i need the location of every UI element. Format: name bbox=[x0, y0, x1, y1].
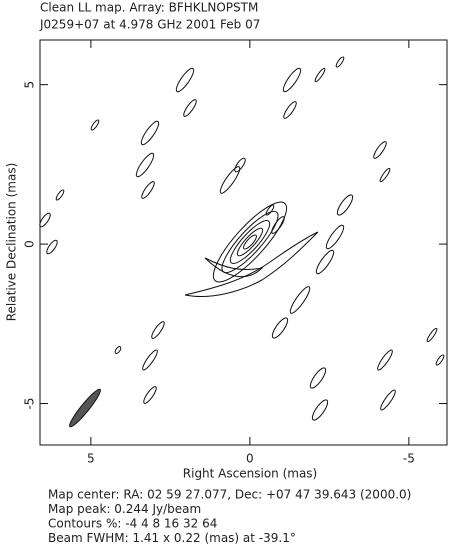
contour bbox=[380, 389, 396, 411]
contour bbox=[283, 101, 297, 119]
y-tick-label: 5 bbox=[23, 81, 37, 89]
contour bbox=[141, 181, 155, 199]
x-tick-label: 0 bbox=[246, 452, 254, 466]
y-axis-label: Relative Declination (mas) bbox=[5, 163, 19, 322]
contour bbox=[377, 349, 393, 371]
contour bbox=[271, 216, 285, 234]
chart-subtitle: J0259+07 at 4.978 GHz 2001 Feb 07 bbox=[39, 18, 260, 32]
contour bbox=[426, 327, 438, 343]
contour bbox=[325, 224, 345, 250]
contour bbox=[379, 167, 391, 183]
contour bbox=[234, 157, 246, 173]
contour-map bbox=[39, 56, 445, 428]
map-note: Contours %: -4 4 8 16 32 64 bbox=[48, 517, 217, 531]
contour bbox=[142, 349, 158, 371]
x-tick-label: 5 bbox=[87, 452, 95, 466]
y-tick-label: 0 bbox=[23, 240, 37, 248]
contour bbox=[55, 189, 65, 201]
contour bbox=[265, 204, 275, 216]
contour bbox=[183, 99, 197, 117]
contour bbox=[282, 67, 302, 93]
contour bbox=[151, 321, 165, 339]
x-tick-label: -5 bbox=[403, 452, 415, 466]
contour bbox=[114, 346, 122, 354]
contour bbox=[311, 399, 329, 421]
contour bbox=[335, 56, 345, 68]
contour bbox=[39, 212, 51, 228]
contour bbox=[143, 386, 157, 404]
contour bbox=[289, 286, 311, 314]
beam bbox=[69, 388, 101, 428]
contour bbox=[219, 166, 241, 194]
plot-frame bbox=[39, 39, 448, 446]
contour bbox=[435, 354, 445, 366]
contour bbox=[135, 152, 155, 178]
y-tick-label: -5 bbox=[23, 398, 37, 410]
contour bbox=[46, 239, 58, 255]
contour bbox=[271, 317, 289, 339]
chart-title: Clean LL map. Array: BFHKLNOPSTM bbox=[40, 1, 258, 15]
contour bbox=[314, 67, 326, 83]
contour bbox=[175, 67, 195, 93]
x-axis-label: Right Ascension (mas) bbox=[183, 467, 317, 481]
map-note: Beam FWHM: 1.41 x 0.22 (mas) at -39.1° bbox=[48, 531, 296, 545]
contour bbox=[315, 249, 335, 275]
contour bbox=[90, 119, 100, 131]
map-note: Map center: RA: 02 59 27.077, Dec: +07 4… bbox=[48, 488, 411, 502]
contour bbox=[336, 194, 354, 216]
contour bbox=[309, 367, 327, 389]
contour bbox=[140, 120, 160, 146]
contour bbox=[373, 141, 387, 159]
map-note: Map peak: 0.244 Jy/beam bbox=[48, 502, 201, 516]
